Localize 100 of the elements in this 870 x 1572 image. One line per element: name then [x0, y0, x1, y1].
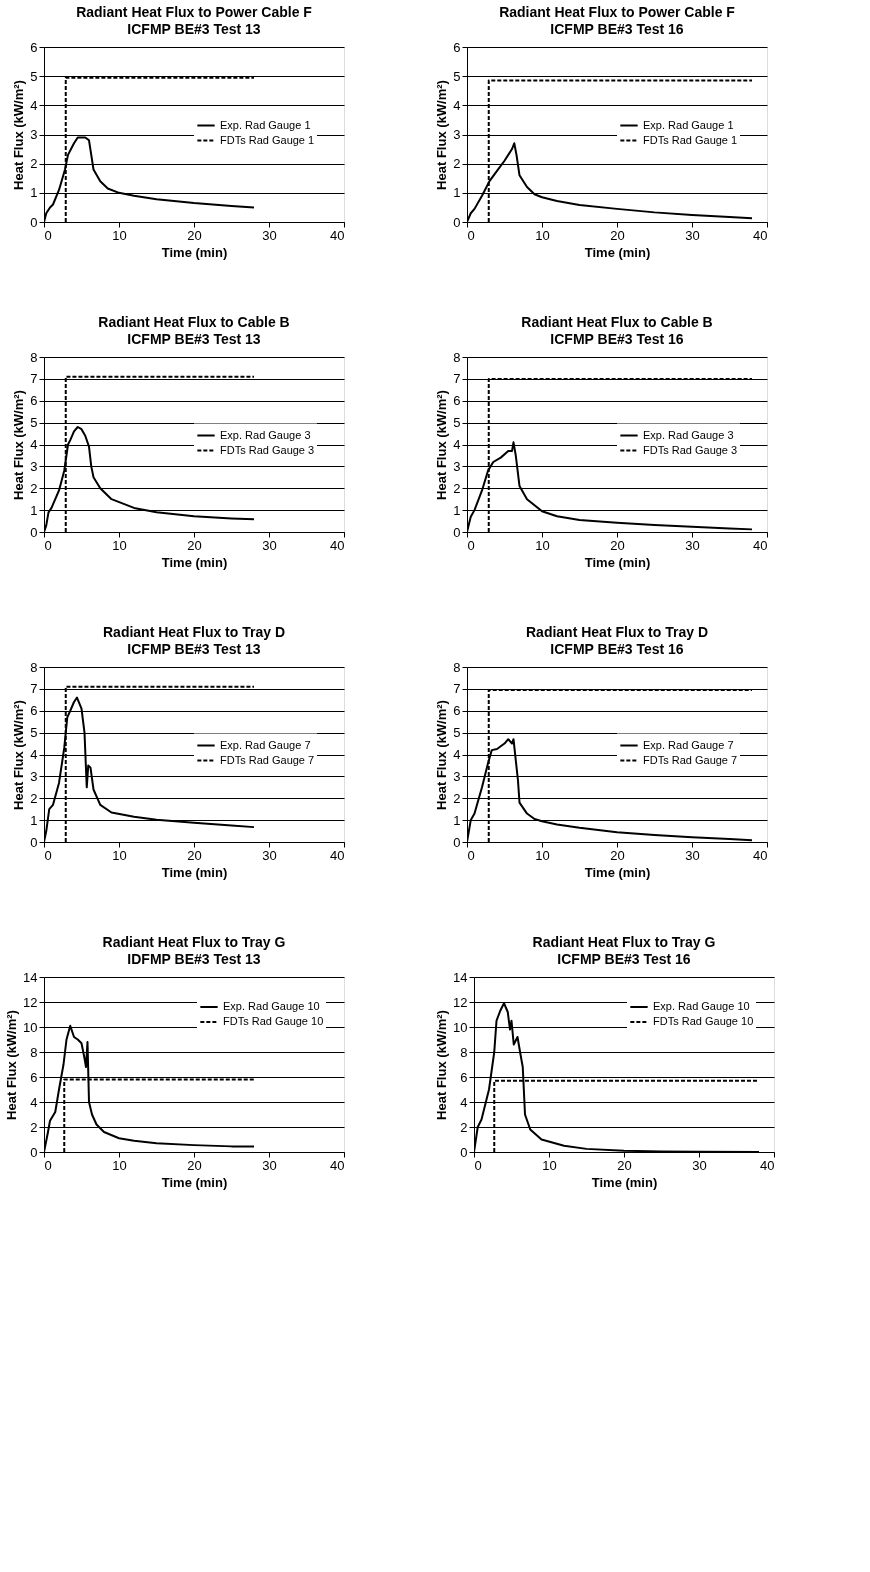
y-tick-label: 2 [30, 480, 38, 496]
chart-subtitle: ICFMP BE#3 Test 16 [550, 641, 684, 657]
y-tick-label: 1 [30, 185, 38, 201]
x-tick-label: 30 [262, 227, 277, 243]
x-tick-label: 20 [610, 537, 625, 553]
y-axis-title: Heat Flux (kW/m²) [4, 1010, 20, 1120]
chart-title: Radiant Heat Flux to Tray D [525, 624, 709, 640]
x-tick-label: 10 [112, 847, 127, 863]
y-tick-label: 4 [30, 747, 38, 762]
x-axis-title: Time (min) [584, 554, 651, 570]
y-tick-label: 8 [460, 1044, 468, 1060]
x-tick-label: 0 [44, 537, 52, 553]
y-tick-label: 2 [453, 790, 461, 806]
x-tick-label: 40 [330, 847, 345, 863]
x-tick-label: 10 [112, 1157, 127, 1173]
y-tick-label: 8 [453, 349, 461, 365]
x-tick-label: 30 [262, 1157, 277, 1173]
y-tick-label: 8 [30, 1044, 38, 1060]
y-tick-label: 14 [453, 969, 468, 985]
x-tick-label: 40 [753, 227, 768, 243]
x-tick-label: 20 [610, 847, 625, 863]
x-axis-title: Time (min) [584, 244, 651, 260]
x-tick-label: 30 [262, 847, 277, 863]
y-tick-label: 2 [460, 1119, 468, 1135]
chart-subtitle: IDFMP BE#3 Test 13 [127, 951, 261, 967]
x-tick-label: 40 [330, 1157, 345, 1173]
legend-label: FDTs Rad Gauge 7 [643, 753, 738, 766]
chart-subtitle: ICFMP BE#3 Test 13 [127, 641, 261, 657]
legend-label: Exp. Rad Gauge 3 [643, 428, 734, 441]
legend-label: Exp. Rad Gauge 1 [220, 118, 311, 131]
y-tick-label: 8 [30, 349, 38, 365]
y-tick-label: 4 [453, 437, 461, 452]
legend-label: FDTs Rad Gauge 10 [223, 1015, 324, 1027]
x-tick-label: 10 [535, 227, 550, 243]
legend-label: Exp. Rad Gauge 1 [643, 118, 734, 131]
y-tick-label: 4 [30, 437, 38, 452]
y-axis-title: Heat Flux (kW/m²) [11, 80, 27, 190]
y-tick-label: 1 [30, 812, 38, 828]
x-tick-label: 20 [617, 1157, 632, 1173]
x-tick-label: 30 [685, 227, 700, 243]
x-tick-label: 10 [535, 847, 550, 863]
x-axis-title: Time (min) [161, 864, 228, 880]
y-tick-label: 1 [30, 502, 38, 518]
x-tick-label: 20 [187, 847, 202, 863]
x-axis-title: Time (min) [584, 864, 651, 880]
y-axis-title: Heat Flux (kW/m²) [434, 700, 450, 810]
x-tick-label: 0 [474, 1157, 482, 1173]
y-tick-label: 2 [30, 156, 38, 172]
y-tick-label: 5 [453, 68, 461, 84]
y-tick-label: 0 [30, 834, 38, 850]
y-tick-label: 6 [453, 39, 461, 55]
y-tick-label: 0 [30, 214, 38, 230]
y-tick-label: 4 [453, 97, 461, 113]
y-tick-label: 2 [30, 790, 38, 806]
chart-subtitle: ICFMP BE#3 Test 16 [550, 21, 684, 37]
y-tick-label: 5 [30, 415, 38, 431]
y-tick-label: 6 [453, 393, 461, 409]
chart-title: Radiant Heat Flux to Cable B [521, 314, 713, 330]
y-axis-title: Heat Flux (kW/m²) [434, 80, 450, 190]
y-tick-label: 5 [30, 68, 38, 84]
legend-label: Exp. Rad Gauge 7 [220, 738, 311, 751]
legend-label: FDTs Rad Gauge 10 [653, 1015, 754, 1027]
y-tick-label: 7 [453, 371, 461, 387]
legend-label: FDTs Rad Gauge 3 [643, 443, 738, 456]
y-tick-label: 6 [453, 703, 461, 719]
chart-subtitle: ICFMP BE#3 Test 16 [550, 331, 684, 347]
chart-title: Radiant Heat Flux to Tray D [102, 624, 286, 640]
chart-title: Radiant Heat Flux to Cable B [98, 314, 290, 330]
y-tick-label: 4 [30, 1094, 38, 1110]
x-tick-label: 10 [112, 227, 127, 243]
y-tick-label: 0 [460, 1144, 468, 1160]
y-tick-label: 5 [30, 725, 38, 741]
y-tick-label: 12 [23, 994, 38, 1010]
y-tick-label: 1 [453, 185, 461, 201]
y-tick-label: 0 [453, 214, 461, 230]
y-tick-label: 7 [30, 371, 38, 387]
y-tick-label: 6 [30, 393, 38, 409]
x-tick-label: 0 [44, 227, 52, 243]
y-axis-title: Heat Flux (kW/m²) [11, 700, 27, 810]
y-tick-label: 3 [453, 768, 461, 784]
y-tick-label: 6 [30, 703, 38, 719]
y-tick-label: 4 [30, 97, 38, 113]
legend-label: FDTs Rad Gauge 1 [220, 133, 315, 146]
chart-subtitle: ICFMP BE#3 Test 13 [127, 331, 261, 347]
x-tick-label: 10 [542, 1157, 557, 1173]
y-tick-label: 3 [30, 127, 38, 142]
y-axis-title: Heat Flux (kW/m²) [11, 390, 27, 500]
y-tick-label: 0 [30, 524, 38, 540]
y-tick-label: 5 [453, 415, 461, 431]
y-tick-label: 5 [453, 725, 461, 741]
x-tick-label: 10 [112, 537, 127, 553]
legend-label: Exp. Rad Gauge 10 [653, 1000, 750, 1012]
y-tick-label: 3 [30, 768, 38, 784]
x-tick-label: 30 [692, 1157, 707, 1173]
legend-label: FDTs Rad Gauge 3 [220, 443, 315, 456]
x-tick-label: 0 [44, 847, 52, 863]
x-tick-label: 20 [187, 1157, 202, 1173]
x-tick-label: 10 [535, 537, 550, 553]
x-tick-label: 40 [330, 227, 345, 243]
chart-title: Radiant Heat Flux to Tray G [102, 934, 286, 950]
